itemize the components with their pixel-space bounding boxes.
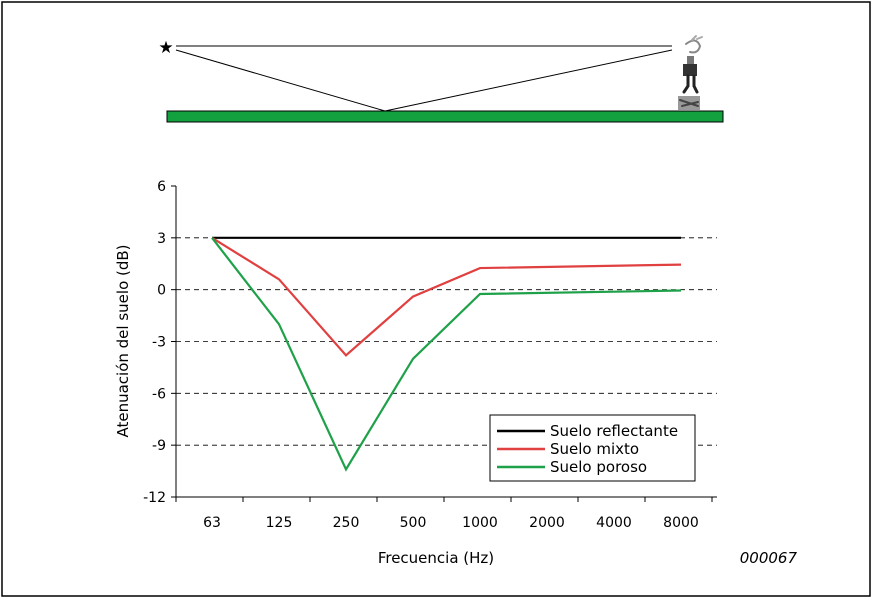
series-line-suelo-mixto [211,236,682,357]
x-tick-label: 500 [400,515,427,531]
y-ticks: -12 -9 -6 -3 0 3 6 [143,179,176,506]
legend-label: Suelo reflectante [550,422,678,440]
propagation-diagram: ★ [158,35,724,123]
y-tick-label: -12 [143,490,166,506]
ground-strip [166,110,724,123]
series-line-suelo-poroso [211,237,682,472]
y-tick-label: -9 [152,438,166,454]
y-tick-label: 3 [157,231,166,247]
star-icon: ★ [158,38,173,58]
x-tick-label: 2000 [529,515,565,531]
y-tick-label: 0 [157,283,166,299]
x-tick-label: 8000 [663,515,699,531]
y-axis-label: Atenuación del suelo (dB) [114,244,132,437]
x-ticks: 63 125 250 500 1000 2000 4000 8000 [175,497,713,531]
y-tick-label: -6 [152,386,166,402]
series [211,236,682,472]
x-tick-label: 125 [266,515,293,531]
chart: -12 -9 -6 -3 0 3 6 63 125 250 500 1000 2000 4000 8000… [114,179,797,567]
x-tick-label: 4000 [596,515,632,531]
legend-label: Suelo poroso [550,458,647,476]
y-tick-label: -3 [152,335,166,351]
x-axis-label: Frecuencia (Hz) [378,549,494,567]
x-tick-label: 63 [203,515,221,531]
listener-icon [678,35,703,110]
x-tick-label: 1000 [462,515,498,531]
figure-code: 000067 [740,549,798,567]
legend-label: Suelo mixto [550,440,639,458]
reflected-path-incident [175,49,386,112]
x-tick-label: 250 [333,515,360,531]
y-tick-label: 6 [157,179,166,195]
reflected-path-reflected [384,49,673,112]
